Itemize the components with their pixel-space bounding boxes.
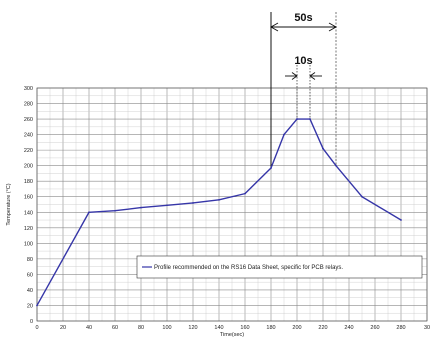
x-tick-label: 0	[35, 325, 38, 331]
x-tick-label: 40	[86, 325, 92, 331]
y-tick-label: 300	[24, 86, 33, 92]
x-tick-label: 240	[344, 325, 353, 331]
legend-label: Profile recommended on the RS16 Data She…	[154, 265, 343, 271]
y-tick-label: 160	[24, 195, 33, 201]
span-label-50s: 50s	[294, 12, 312, 24]
arrowhead-right-50s	[328, 22, 337, 32]
y-axis-title: Temperature (°C)	[6, 183, 12, 225]
data-point	[218, 198, 220, 201]
series-group	[36, 118, 402, 307]
data-point	[361, 195, 363, 198]
x-tick-label: 60	[112, 325, 118, 331]
data-point	[322, 147, 324, 150]
x-tick-label: 260	[370, 325, 379, 331]
y-tick-label: 20	[27, 303, 33, 309]
legend: Profile recommended on the RS16 Data She…	[136, 255, 423, 279]
y-tick-label: 80	[27, 257, 33, 263]
y-tick-label: 140	[24, 210, 33, 216]
y-tick-label: 40	[27, 288, 33, 294]
y-tick-label: 220	[24, 148, 33, 154]
y-tick-label: 120	[24, 226, 33, 232]
plot-frame	[36, 87, 428, 322]
data-point	[192, 202, 194, 204]
x-tick-label: 20	[60, 325, 66, 331]
x-tick-label: 220	[318, 325, 327, 331]
y-tick-label: 280	[24, 102, 33, 108]
x-tick-label: 120	[188, 325, 197, 331]
data-point	[166, 204, 168, 207]
x-axis-title: Time(sec)	[220, 332, 244, 338]
y-tick-label: 260	[24, 117, 33, 123]
data-point	[114, 209, 116, 212]
x-tick-label: 100	[162, 325, 171, 331]
arrowhead-left-50s	[270, 22, 279, 32]
x-tick-label: 200	[292, 325, 301, 331]
data-point	[335, 164, 337, 167]
data-point	[244, 192, 246, 195]
series-line	[36, 118, 402, 306]
tick-labels: 0 20 40 60 80 100 120 140 160 180 200 220 240 260 280 3…	[24, 86, 430, 331]
x-tick-label: 140	[214, 325, 223, 331]
arrowhead-10s-left	[291, 72, 298, 80]
y-tick-label: 240	[24, 133, 33, 139]
y-tick-label: 200	[24, 164, 33, 170]
data-point	[270, 167, 272, 169]
x-tick-label: 280	[396, 325, 405, 331]
timing-annotations: 50s 10s	[270, 12, 337, 168]
data-point	[400, 219, 402, 221]
legend-box	[136, 255, 423, 279]
data-point	[283, 133, 285, 136]
y-tick-label: 100	[24, 241, 33, 247]
x-tick-label: 180	[266, 325, 275, 331]
y-tick-label: 0	[30, 319, 33, 325]
span-label-10s: 10s	[294, 55, 312, 67]
y-tick-label: 180	[24, 179, 33, 185]
data-point	[36, 304, 38, 307]
chart-grid	[36, 87, 428, 322]
data-point	[309, 118, 311, 120]
data-point	[140, 206, 142, 209]
y-tick-label: 60	[27, 272, 33, 278]
x-tick-label: 80	[138, 325, 144, 331]
x-tick-label: 30	[424, 325, 430, 331]
x-tick-label: 160	[240, 325, 249, 331]
data-point	[88, 211, 90, 214]
data-point	[296, 118, 298, 120]
arrowhead-10s-right	[309, 72, 316, 80]
